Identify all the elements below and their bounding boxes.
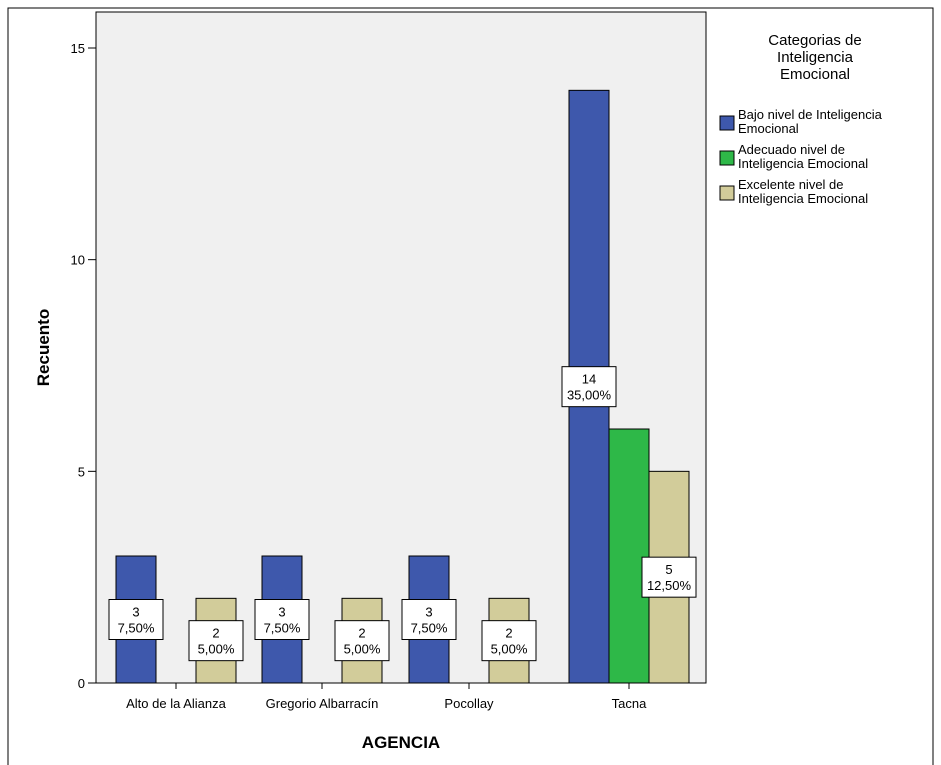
legend-title: Emocional bbox=[780, 66, 850, 83]
legend-label: Emocional bbox=[738, 121, 799, 136]
data-label-percent: 5,00% bbox=[344, 642, 381, 657]
data-label-box bbox=[481, 620, 537, 662]
data-label-percent: 7,50% bbox=[411, 621, 448, 636]
data-label-percent: 12,50% bbox=[647, 578, 692, 593]
data-label-percent: 35,00% bbox=[567, 388, 612, 403]
data-label-box bbox=[641, 556, 697, 598]
data-label-count: 14 bbox=[582, 372, 596, 387]
data-label-count: 3 bbox=[278, 605, 285, 620]
data-label-count: 2 bbox=[212, 626, 219, 641]
data-label-count: 3 bbox=[425, 605, 432, 620]
data-label-count: 5 bbox=[665, 562, 672, 577]
data-label-percent: 5,00% bbox=[198, 642, 235, 657]
y-tick-label: 5 bbox=[78, 464, 85, 479]
data-label-count: 2 bbox=[358, 626, 365, 641]
bar bbox=[608, 428, 650, 684]
x-tick-label: Gregorio Albarracín bbox=[266, 696, 379, 711]
data-label-box bbox=[561, 366, 617, 408]
data-label-box bbox=[334, 620, 390, 662]
data-label-box bbox=[188, 620, 244, 662]
x-tick-label: Pocollay bbox=[444, 696, 494, 711]
legend-label: Inteligencia Emocional bbox=[738, 191, 868, 206]
legend-swatch bbox=[719, 185, 735, 201]
y-tick-label: 15 bbox=[71, 41, 85, 56]
data-label-percent: 7,50% bbox=[264, 621, 301, 636]
y-tick-label: 0 bbox=[78, 676, 85, 691]
y-tick-label: 10 bbox=[71, 253, 85, 268]
x-axis-title: AGENCIA bbox=[362, 733, 440, 752]
x-tick-label: Alto de la Alianza bbox=[126, 696, 227, 711]
data-label-count: 3 bbox=[132, 605, 139, 620]
legend-label: Bajo nivel de Inteligencia bbox=[738, 107, 883, 122]
data-label-count: 2 bbox=[505, 626, 512, 641]
data-label-box bbox=[254, 599, 310, 640]
legend-label: Excelente nivel de bbox=[738, 177, 844, 192]
legend-label: Adecuado nivel de bbox=[738, 142, 845, 157]
x-tick-label: Tacna bbox=[612, 696, 647, 711]
legend-swatch bbox=[719, 115, 735, 131]
y-axis-title: Recuento bbox=[34, 309, 53, 386]
legend-title: Categorias de bbox=[768, 32, 861, 49]
data-label-box bbox=[401, 599, 457, 640]
legend-swatch bbox=[719, 150, 735, 166]
data-label-percent: 7,50% bbox=[118, 621, 155, 636]
data-label-percent: 5,00% bbox=[491, 642, 528, 657]
legend-title: Inteligencia bbox=[777, 49, 854, 66]
legend-label: Inteligencia Emocional bbox=[738, 156, 868, 171]
data-label-box bbox=[108, 599, 164, 640]
